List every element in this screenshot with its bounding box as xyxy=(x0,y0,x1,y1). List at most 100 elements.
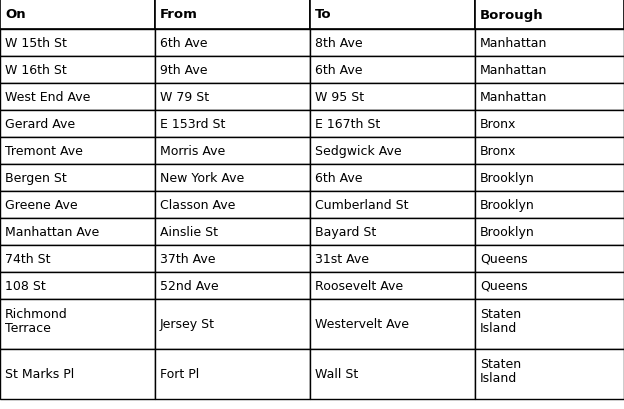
Text: 108 St: 108 St xyxy=(5,279,46,292)
Bar xyxy=(310,349,475,399)
Bar xyxy=(155,349,310,399)
Text: West End Ave: West End Ave xyxy=(5,91,90,104)
Bar xyxy=(475,138,624,164)
Bar xyxy=(310,272,475,299)
Text: Sedgwick Ave: Sedgwick Ave xyxy=(315,145,402,157)
Text: Brooklyn: Brooklyn xyxy=(480,225,535,238)
Text: Bayard St: Bayard St xyxy=(315,225,376,238)
Text: Roosevelt Ave: Roosevelt Ave xyxy=(315,279,403,292)
Bar xyxy=(155,218,310,245)
Text: Queens: Queens xyxy=(480,279,528,292)
Bar xyxy=(310,84,475,111)
Text: E 153rd St: E 153rd St xyxy=(160,118,225,131)
Bar xyxy=(310,299,475,349)
Text: 6th Ave: 6th Ave xyxy=(315,64,363,77)
Text: Morris Ave: Morris Ave xyxy=(160,145,225,157)
Text: Fort Pl: Fort Pl xyxy=(160,368,199,380)
Bar xyxy=(0,30,155,57)
Bar xyxy=(155,164,310,191)
Bar xyxy=(310,0,475,30)
Text: Westervelt Ave: Westervelt Ave xyxy=(315,318,409,331)
Bar xyxy=(475,191,624,218)
Bar xyxy=(475,349,624,399)
Bar xyxy=(475,84,624,111)
Text: Richmond: Richmond xyxy=(5,307,68,320)
Text: Wall St: Wall St xyxy=(315,368,358,380)
Text: 74th St: 74th St xyxy=(5,252,51,265)
Bar xyxy=(0,349,155,399)
Text: Manhattan: Manhattan xyxy=(480,91,547,104)
Bar xyxy=(0,218,155,245)
Bar xyxy=(0,0,155,30)
Bar xyxy=(155,191,310,218)
Bar xyxy=(155,245,310,272)
Text: W 16th St: W 16th St xyxy=(5,64,67,77)
Text: 6th Ave: 6th Ave xyxy=(160,37,208,50)
Bar xyxy=(475,272,624,299)
Bar xyxy=(155,138,310,164)
Bar xyxy=(475,245,624,272)
Text: W 15th St: W 15th St xyxy=(5,37,67,50)
Text: Manhattan: Manhattan xyxy=(480,37,547,50)
Bar xyxy=(155,0,310,30)
Text: 8th Ave: 8th Ave xyxy=(315,37,363,50)
Text: Island: Island xyxy=(480,321,517,334)
Bar xyxy=(310,245,475,272)
Bar xyxy=(310,218,475,245)
Bar xyxy=(475,218,624,245)
Bar xyxy=(310,164,475,191)
Text: Brooklyn: Brooklyn xyxy=(480,198,535,211)
Text: 31st Ave: 31st Ave xyxy=(315,252,369,265)
Text: Terrace: Terrace xyxy=(5,321,51,334)
Bar xyxy=(475,0,624,30)
Text: Manhattan Ave: Manhattan Ave xyxy=(5,225,99,238)
Bar xyxy=(475,111,624,138)
Text: Classon Ave: Classon Ave xyxy=(160,198,235,211)
Bar xyxy=(310,111,475,138)
Text: From: From xyxy=(160,9,198,21)
Bar xyxy=(310,30,475,57)
Text: New York Ave: New York Ave xyxy=(160,172,244,184)
Text: To: To xyxy=(315,9,331,21)
Bar xyxy=(475,299,624,349)
Bar xyxy=(0,138,155,164)
Bar xyxy=(155,30,310,57)
Text: Island: Island xyxy=(480,371,517,384)
Text: St Marks Pl: St Marks Pl xyxy=(5,368,74,380)
Bar xyxy=(0,57,155,84)
Text: Staten: Staten xyxy=(480,307,521,320)
Bar xyxy=(0,111,155,138)
Bar xyxy=(475,164,624,191)
Text: 6th Ave: 6th Ave xyxy=(315,172,363,184)
Text: Bergen St: Bergen St xyxy=(5,172,67,184)
Text: Tremont Ave: Tremont Ave xyxy=(5,145,83,157)
Text: Borough: Borough xyxy=(480,9,544,21)
Bar xyxy=(475,30,624,57)
Bar xyxy=(0,84,155,111)
Text: Ainslie St: Ainslie St xyxy=(160,225,218,238)
Bar xyxy=(155,272,310,299)
Bar xyxy=(0,164,155,191)
Text: Bronx: Bronx xyxy=(480,118,517,131)
Bar xyxy=(310,57,475,84)
Text: 37th Ave: 37th Ave xyxy=(160,252,215,265)
Bar xyxy=(0,299,155,349)
Bar xyxy=(0,245,155,272)
Bar xyxy=(155,299,310,349)
Text: W 95 St: W 95 St xyxy=(315,91,364,104)
Text: Manhattan: Manhattan xyxy=(480,64,547,77)
Bar xyxy=(310,138,475,164)
Text: Cumberland St: Cumberland St xyxy=(315,198,409,211)
Bar xyxy=(155,111,310,138)
Bar xyxy=(310,191,475,218)
Text: Jersey St: Jersey St xyxy=(160,318,215,331)
Text: On: On xyxy=(5,9,26,21)
Text: 9th Ave: 9th Ave xyxy=(160,64,208,77)
Text: Brooklyn: Brooklyn xyxy=(480,172,535,184)
Text: Staten: Staten xyxy=(480,357,521,370)
Bar xyxy=(155,57,310,84)
Text: Bronx: Bronx xyxy=(480,145,517,157)
Text: Queens: Queens xyxy=(480,252,528,265)
Bar xyxy=(0,191,155,218)
Bar xyxy=(155,84,310,111)
